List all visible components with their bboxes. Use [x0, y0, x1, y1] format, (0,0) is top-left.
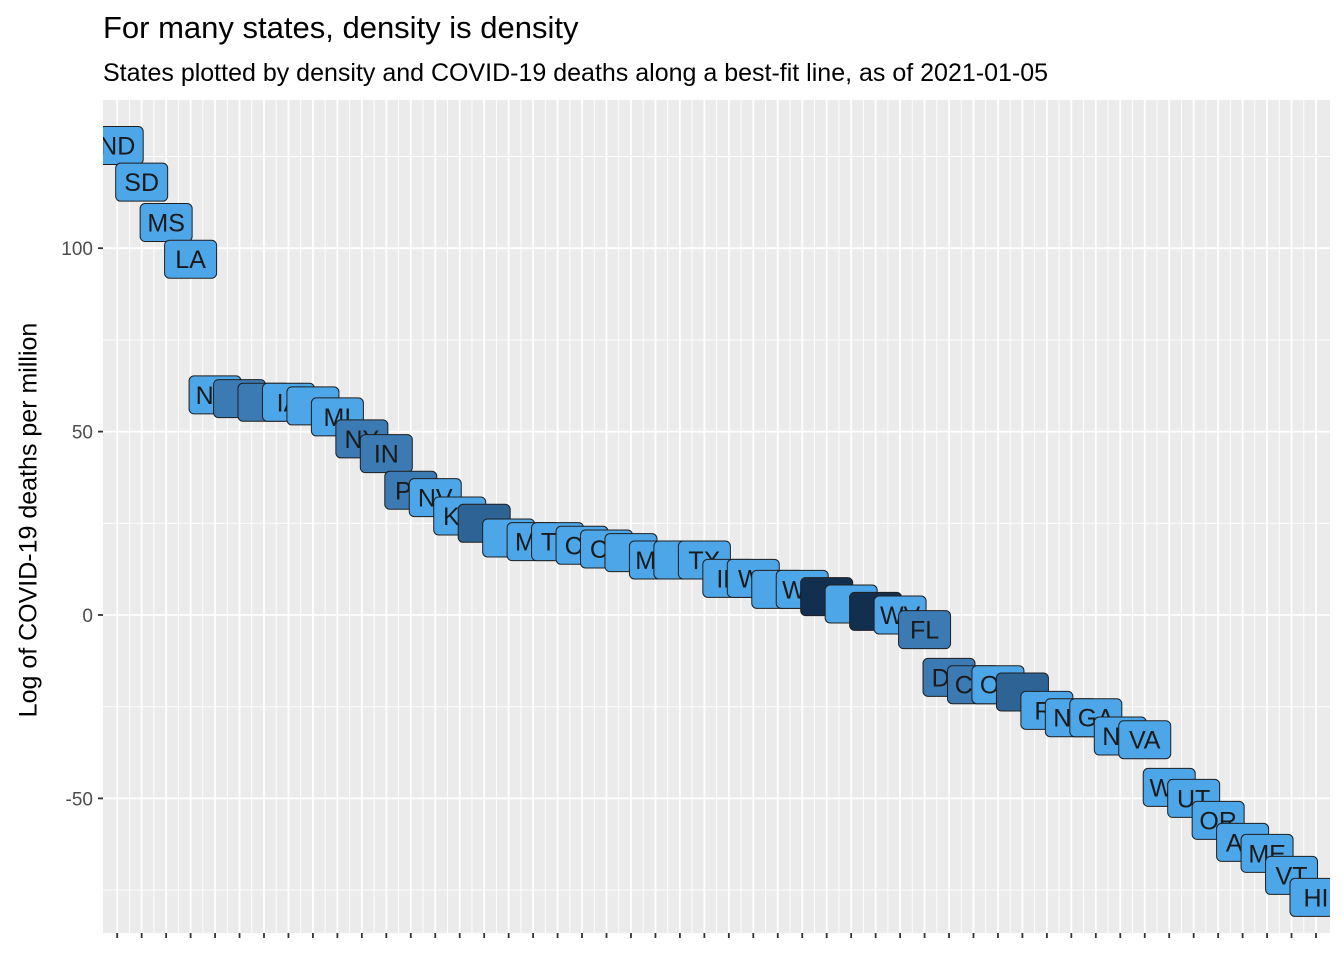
state-label-in: IN	[359, 434, 413, 474]
x-axis	[116, 933, 1317, 938]
state-label-box	[164, 239, 218, 279]
y-axis: -50 0 50 100	[61, 239, 103, 810]
state-label-text: LA	[175, 246, 206, 274]
chart-subtitle: States plotted by density and COVID-19 d…	[103, 59, 1049, 87]
state-label-va: VA	[1118, 720, 1172, 760]
state-label-box	[1118, 720, 1172, 760]
state-label-text: MS	[147, 210, 185, 238]
state-label-text: FL	[910, 617, 939, 645]
state-label-la: LA	[164, 239, 218, 279]
state-label-box	[1289, 877, 1330, 917]
y-tick-label: 0	[82, 606, 93, 627]
y-tick-label: -50	[66, 789, 93, 810]
state-label-text: VA	[1129, 727, 1161, 755]
state-label-ms: MS	[139, 203, 193, 243]
state-label-text: HI	[1304, 884, 1329, 912]
state-label-box	[115, 162, 169, 202]
chart-title: For many states, density is density	[103, 10, 579, 45]
state-label-text: ND	[99, 132, 135, 160]
state-label-sd: SD	[115, 162, 169, 202]
state-label-fl: FL	[898, 610, 952, 650]
state-label-text: IN	[374, 441, 399, 469]
state-label-text: SD	[124, 169, 159, 197]
major-grid	[103, 100, 1330, 933]
y-tick-label: 100	[61, 239, 93, 260]
y-tick-label: 50	[72, 423, 93, 444]
state-labels: NDSDMSLANMIAMINYINPANVKSMTTNCACTMOTXIDWI…	[99, 125, 1330, 917]
state-label-nd: ND	[99, 125, 144, 165]
state-label-box	[898, 610, 952, 650]
state-label-hi: HI	[1289, 877, 1330, 917]
